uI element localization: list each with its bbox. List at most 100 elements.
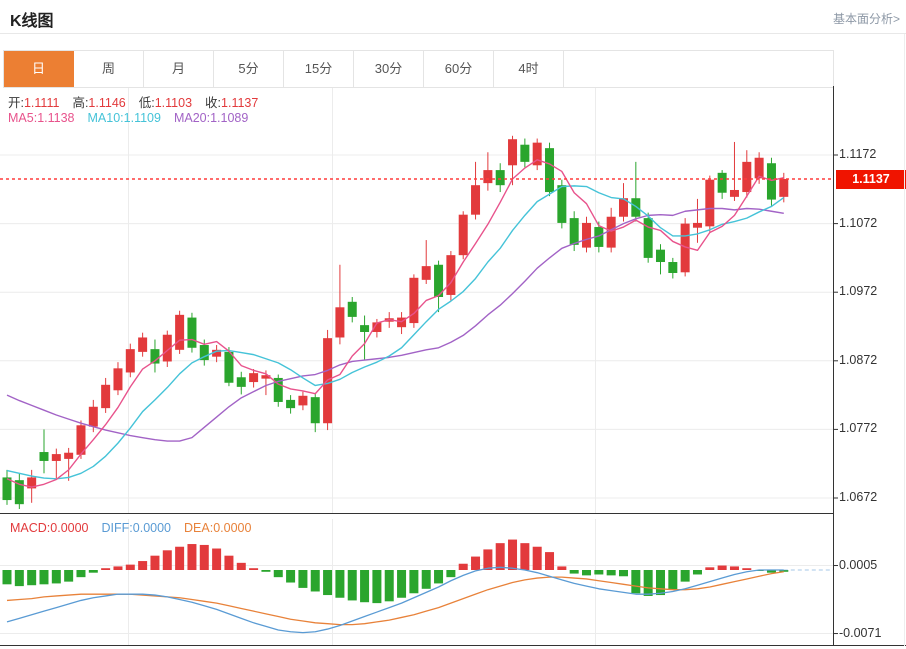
macd-axis-label: 0.0005 [839,557,878,572]
candle-body [409,277,419,324]
tab-30分[interactable]: 30分 [354,51,424,87]
fundamental-analysis-link[interactable]: 基本面分析> [832,12,900,26]
candle-body [113,368,123,391]
tab-4时[interactable]: 4时 [494,51,564,87]
macd-bar [409,570,419,594]
ma10-line [6,185,785,480]
macd-axis-label: -0.0071 [839,625,882,640]
candle-body [199,345,209,361]
tab-周[interactable]: 周 [74,51,144,87]
candle-body [310,397,320,424]
macd-bar [138,561,148,570]
candle-body [508,139,518,166]
candle-body [14,480,24,505]
macd-bar [175,546,185,570]
macd-bar [310,570,320,592]
price-axis-label: 1.0672 [839,490,878,504]
diff-line [6,566,784,634]
legend-item: 低:1.1103 [138,96,193,110]
tab-5分[interactable]: 5分 [214,51,284,87]
macd-bar [582,570,592,576]
candle-body [64,452,74,459]
candle-body [754,157,764,179]
candle-body [298,395,308,406]
candle-body [705,179,715,227]
candle-body [594,227,604,247]
current-price-tag: 1.1137 [836,169,906,189]
price-axis-label: 1.0972 [839,284,878,299]
macd-bar [224,555,234,570]
candle-body [138,337,148,352]
candle-body [495,170,505,186]
candle-body [212,349,222,357]
macd-bar [397,570,407,598]
header-divider [0,33,906,34]
legend-item: 开:1.1111 [8,96,60,110]
legend-item: DEA:0.0000 [184,521,252,535]
macd-bar [495,543,505,570]
macd-bar [532,546,542,570]
macd-bar [569,570,579,574]
tab-日[interactable]: 日 [4,51,74,87]
macd-bar [729,566,739,570]
macd-bar [631,570,641,594]
macd-bar [668,570,678,590]
tab-60分[interactable]: 60分 [424,51,494,87]
macd-bar [421,570,431,589]
macd-bar [27,570,37,586]
price-axis-label: 1.0772 [839,421,878,436]
candle-body [619,198,628,217]
macd-bar [483,549,493,570]
candle-body [249,373,259,383]
candle-body [273,377,283,402]
legend-item: 收:1.1137 [205,96,259,110]
macd-bar [187,544,197,570]
candle-body [236,377,246,387]
macd-bar [150,555,160,570]
price-axis-label: 1.1172 [839,147,877,161]
candle-body [545,148,555,193]
macd-bar [113,566,123,570]
candle-body [347,301,357,317]
macd-bar [162,550,172,570]
candle-body [372,322,382,332]
right-border [904,34,905,646]
tab-15分[interactable]: 15分 [284,51,354,87]
tab-月[interactable]: 月 [144,51,214,87]
macd-bar [520,543,530,570]
macd-bar [606,570,616,576]
legend-item: MA20:1.1089 [173,111,249,125]
candle-body [532,142,542,166]
macd-bar [51,570,61,584]
macd-bar [471,556,481,570]
macd-bar [458,563,468,570]
macd-bar [508,539,518,570]
macd-bar [680,570,690,582]
macd-bar [779,570,789,572]
candle-body [766,163,776,200]
candle-body [51,454,61,461]
candle-body [286,399,296,409]
macd-bar [545,552,555,570]
legend-item: MACD:0.0000 [10,521,89,535]
macd-bar [594,570,604,575]
candle-body [187,317,197,348]
candle-body [483,170,493,184]
candle-body [125,349,135,373]
candle-body [606,216,616,248]
page-title: K线图 [10,13,54,30]
macd-bar [199,544,209,570]
candle-body [175,314,185,350]
macd-bar [39,570,49,585]
legend-item: MA10:1.1109 [87,111,161,125]
price-axis-label: 1.1072 [839,215,878,230]
candle-body [360,325,370,332]
candle-body [717,172,727,193]
candle-body [655,249,665,263]
legend-item: MA5:1.1138 [8,111,75,125]
macd-bar [372,570,382,604]
macd-bar [360,570,370,603]
ohlc-legend: 开:1.1111 高:1.1146 低:1.1103 收:1.1137 [8,92,271,111]
